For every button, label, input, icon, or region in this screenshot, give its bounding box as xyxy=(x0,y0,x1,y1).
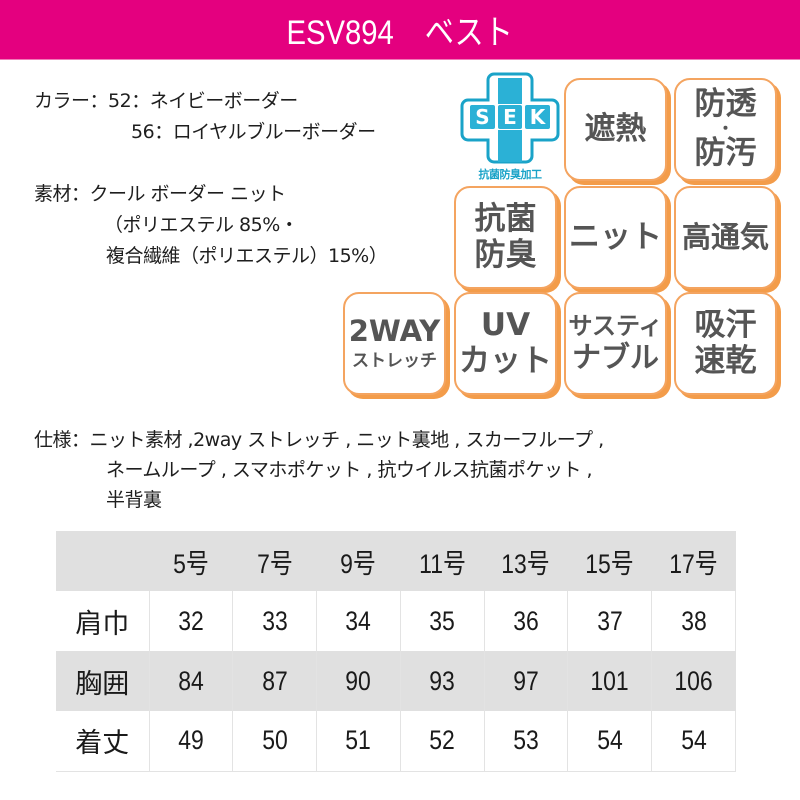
table-cell: 54 xyxy=(651,711,736,772)
material-line: （ポリエステル 85%・ xyxy=(104,214,299,236)
table-cell: 37 xyxy=(567,591,652,651)
svg-text:S: S xyxy=(475,105,489,129)
table-cell: 97 xyxy=(483,651,568,711)
column-header: 7号 xyxy=(232,531,317,591)
row-label: 胸囲 xyxy=(56,651,149,711)
sek-caption: 抗菌防臭加工 xyxy=(478,168,543,181)
sek-cross-icon: S E K xyxy=(460,72,560,164)
color-code: 52 xyxy=(108,90,132,112)
features-spec: 仕様： ニット素材 ,2way ストレッチ , ニット裏地 , スカーフループ … xyxy=(34,425,604,515)
badge-see-through-stain-proof: 防透 ・ 防汚 xyxy=(674,78,777,181)
table-cell: 84 xyxy=(148,651,233,711)
color-sep: ： xyxy=(131,90,150,112)
row-label: 着丈 xyxy=(56,711,149,772)
color-name: ネイビーボーダー xyxy=(149,90,299,112)
material-label: 素材： xyxy=(34,183,90,205)
table-corner xyxy=(56,531,149,591)
column-header: 9号 xyxy=(316,531,401,591)
material-line: クール ボーダー ニット xyxy=(89,183,287,205)
table-cell: 34 xyxy=(316,591,401,651)
column-header: 17号 xyxy=(651,531,736,591)
table-cell: 49 xyxy=(148,711,233,772)
column-header: 15号 xyxy=(567,531,652,591)
table-cell: 32 xyxy=(148,591,233,651)
color-sep: ： xyxy=(154,121,173,143)
table-row: 胸囲 84 87 90 93 97 101 106 xyxy=(56,651,736,711)
color-spec: カラー： 52 ： ネイビーボーダー 56 ： ロイヤルブルーボーダー xyxy=(34,86,376,148)
badge-uv-cut: UV カット xyxy=(454,292,557,395)
color-code: 56 xyxy=(131,121,155,143)
table-cell: 51 xyxy=(316,711,401,772)
table-cell: 52 xyxy=(399,711,485,772)
table-row: 肩巾 32 33 34 35 36 37 38 xyxy=(56,591,736,651)
table-cell: 33 xyxy=(232,591,317,651)
size-table: 5号 7号 9号 11号 13号 15号 17号 肩巾 32 33 34 35 … xyxy=(56,531,736,772)
material-line: 複合繊維（ポリエステル）15%） xyxy=(106,245,388,267)
table-cell: 35 xyxy=(399,591,485,651)
table-cell: 101 xyxy=(567,651,652,711)
table-cell: 106 xyxy=(651,651,736,711)
features-line: ネームループ , スマホポケット , 抗ウイルス抗菌ポケット , xyxy=(106,459,593,481)
row-label: 肩巾 xyxy=(56,591,149,651)
column-header: 11号 xyxy=(400,531,485,591)
table-row: 着丈 49 50 51 52 53 54 54 xyxy=(56,711,736,772)
badge-sweat-absorbent-quick-dry: 吸汗 速乾 xyxy=(674,292,777,395)
column-header: 5号 xyxy=(149,531,233,591)
column-header: 13号 xyxy=(484,531,568,591)
table-cell: 90 xyxy=(316,651,401,711)
features-label: 仕様： xyxy=(34,429,90,451)
header-banner: ESV894 ベスト xyxy=(0,0,800,60)
page-title: ESV894 ベスト xyxy=(287,5,514,54)
table-cell: 53 xyxy=(483,711,568,772)
svg-text:E: E xyxy=(503,105,517,129)
svg-text:K: K xyxy=(530,105,547,129)
table-header-row: 5号 7号 9号 11号 13号 15号 17号 xyxy=(56,531,736,591)
table-cell: 38 xyxy=(651,591,736,651)
table-cell: 50 xyxy=(232,711,317,772)
table-cell: 93 xyxy=(399,651,485,711)
material-spec: 素材： クール ボーダー ニット （ポリエステル 85%・ 複合繊維（ポリエステ… xyxy=(34,179,388,272)
color-label: カラー： xyxy=(34,90,109,112)
badge-high-ventilation: 高通気 xyxy=(674,186,777,289)
table-cell: 87 xyxy=(232,651,317,711)
sek-certification-badge: S E K 抗菌防臭加工 xyxy=(460,70,560,182)
table-cell: 54 xyxy=(567,711,652,772)
badge-sustainable: サスティ ナブル xyxy=(564,292,667,395)
badge-heat-shield: 遮熱 xyxy=(564,78,667,181)
badge-2way-stretch: 2WAY ストレッチ xyxy=(343,292,446,395)
table-cell: 36 xyxy=(483,591,568,651)
product-name: ベスト xyxy=(424,14,514,52)
features-line: 半背裏 xyxy=(106,489,162,511)
product-code: ESV894 xyxy=(286,14,395,52)
badge-knit: ニット xyxy=(564,186,667,289)
features-line: ニット素材 ,2way ストレッチ , ニット裏地 , スカーフループ , xyxy=(89,429,605,451)
color-name: ロイヤルブルーボーダー xyxy=(172,121,376,143)
badge-antibacterial-deodorant: 抗菌 防臭 xyxy=(454,186,557,289)
